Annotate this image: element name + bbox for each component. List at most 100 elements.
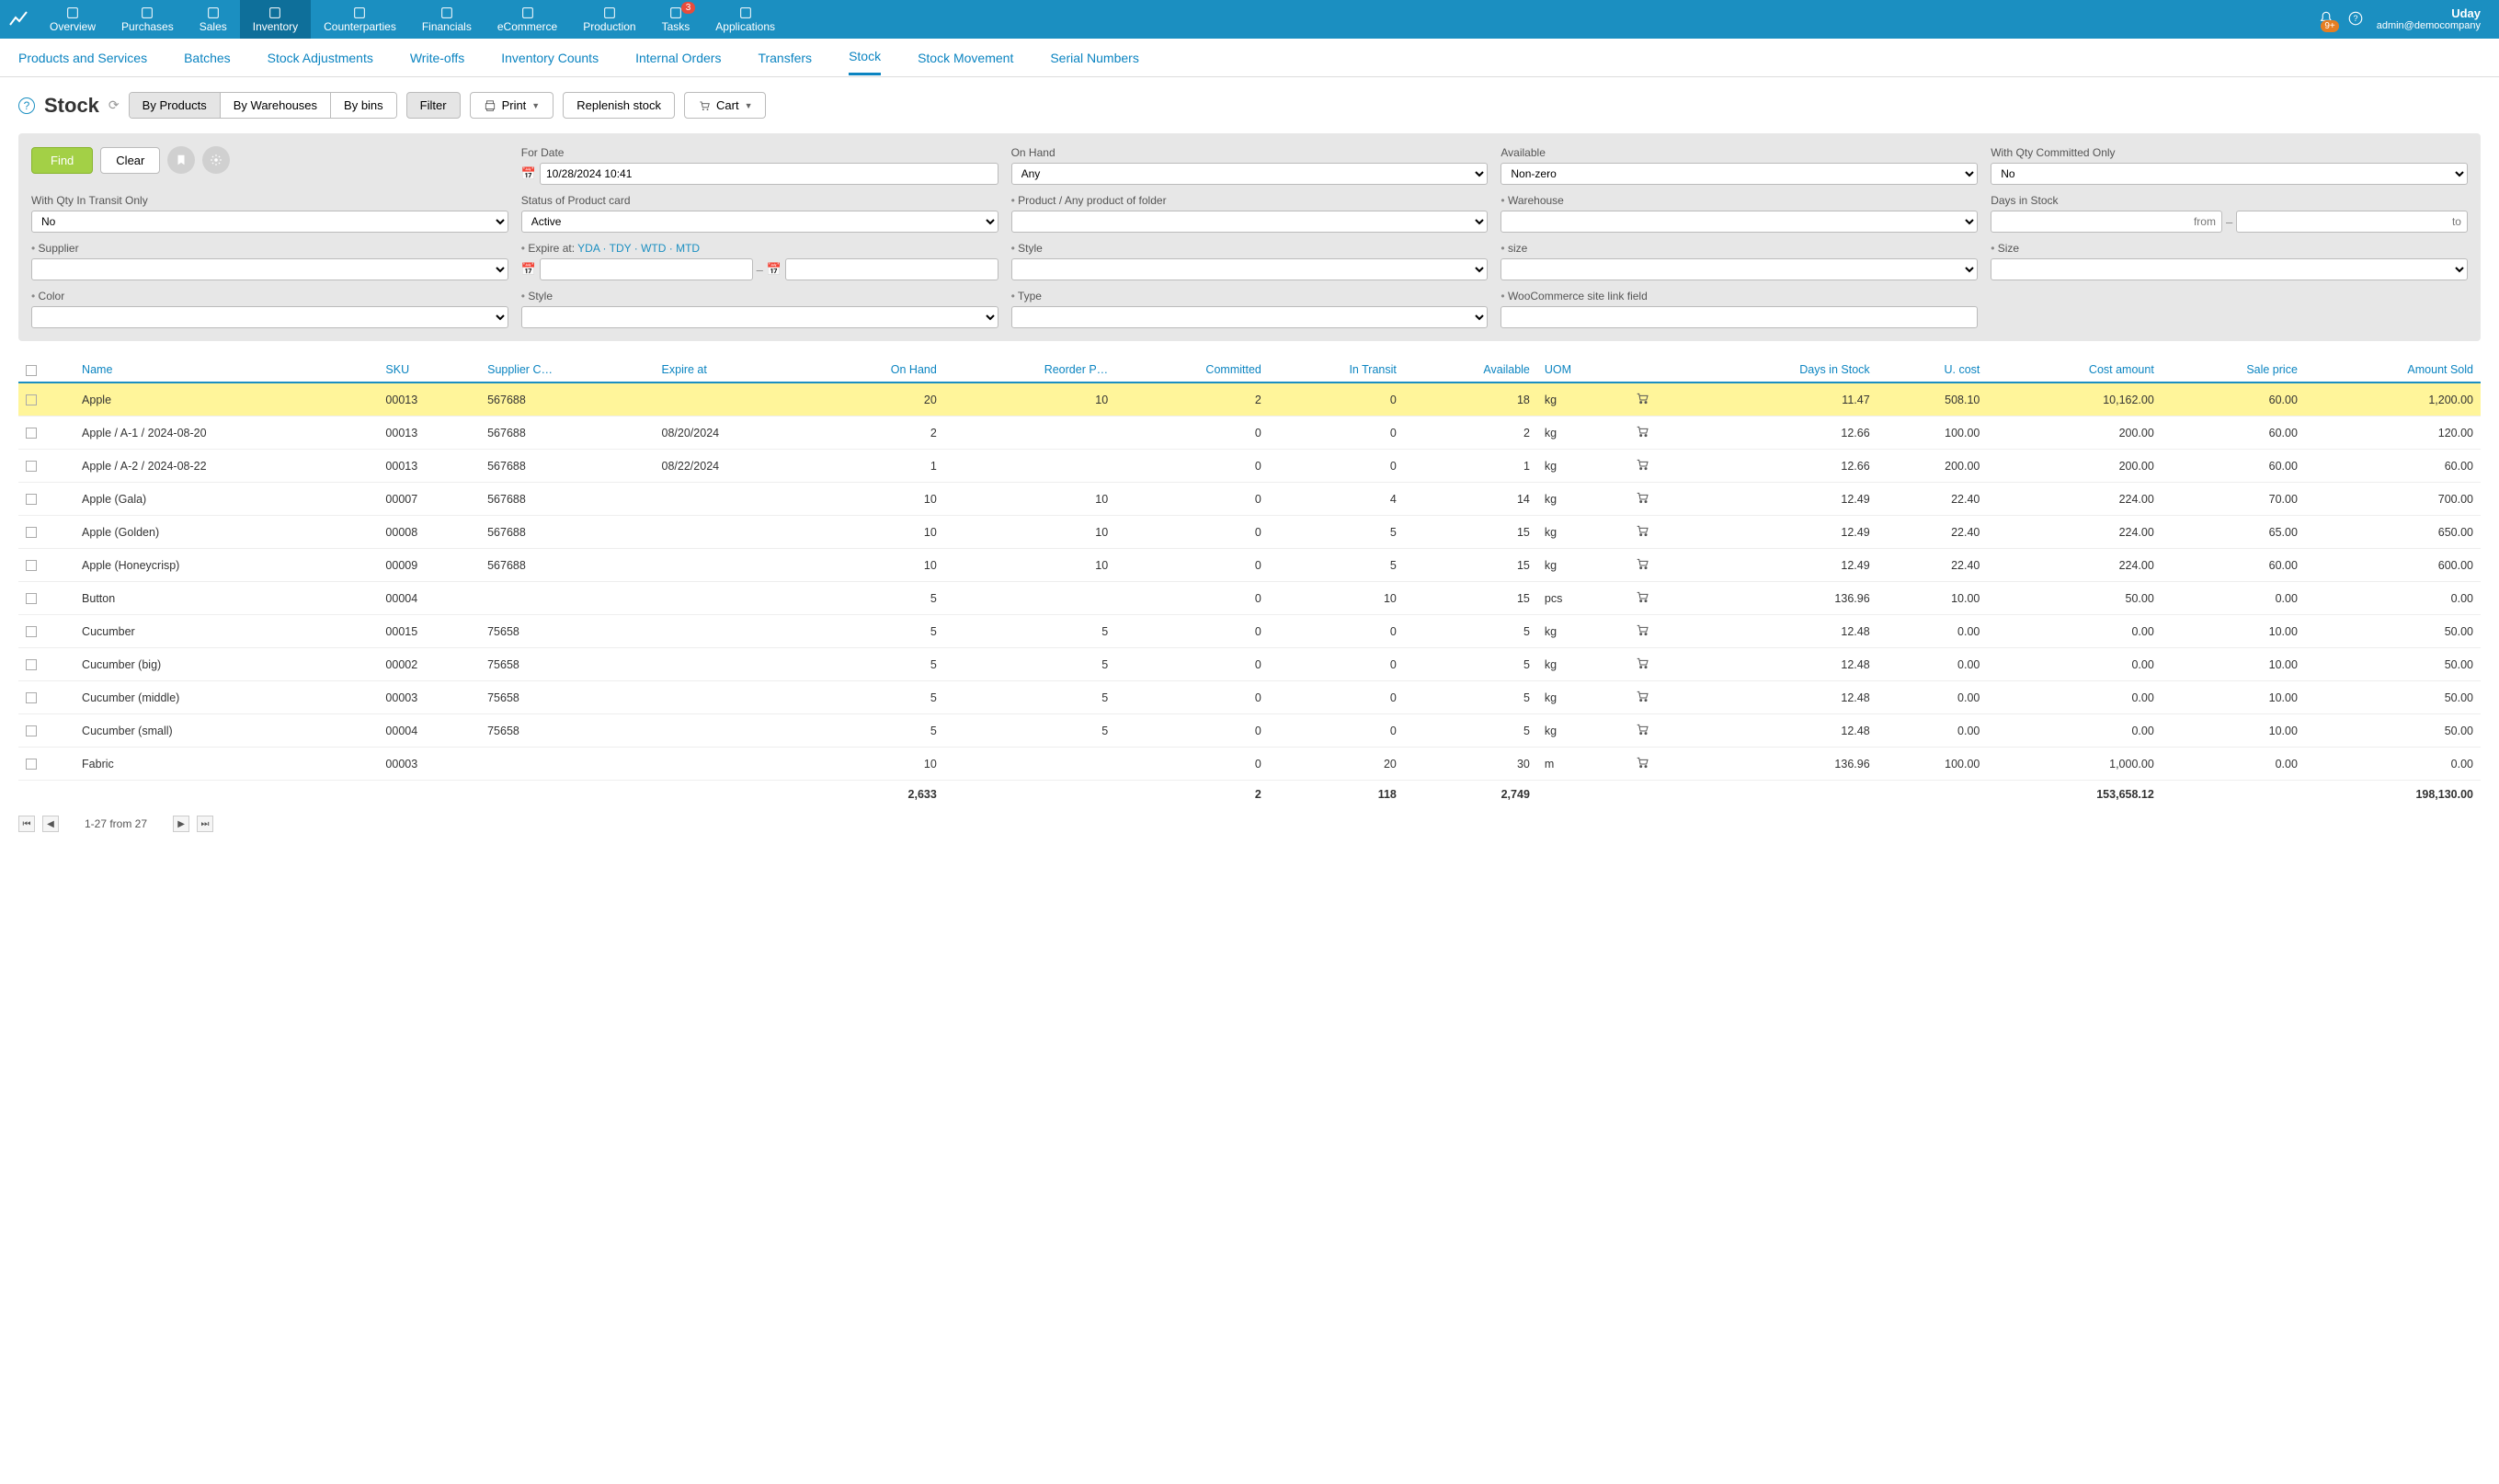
user-menu[interactable]: Uday admin@democompany [2377, 6, 2481, 33]
nav-inventory[interactable]: Inventory [240, 0, 311, 39]
col-expire[interactable]: Expire at [655, 358, 812, 382]
qty-transit-select[interactable]: No [31, 211, 508, 233]
days-to-input[interactable] [2236, 211, 2468, 233]
qty-committed-select[interactable]: No [1991, 163, 2468, 185]
status-select[interactable]: Active [521, 211, 998, 233]
col-amtsold[interactable]: Amount Sold [2305, 358, 2481, 382]
row-cart-icon[interactable] [1635, 495, 1649, 508]
nav-production[interactable]: Production [570, 0, 648, 39]
subnav-stock-adjustments[interactable]: Stock Adjustments [268, 41, 373, 74]
row-cart-icon[interactable] [1635, 462, 1649, 474]
print-button[interactable]: Print▼ [470, 92, 554, 119]
col-name[interactable]: Name [74, 358, 378, 382]
row-checkbox[interactable] [26, 394, 37, 405]
col-committed[interactable]: Committed [1115, 358, 1269, 382]
calendar-icon[interactable]: 📅 [521, 262, 536, 277]
row-checkbox[interactable] [26, 494, 37, 505]
replenish-button[interactable]: Replenish stock [563, 92, 675, 119]
row-cart-icon[interactable] [1635, 693, 1649, 706]
cart-button[interactable]: Cart▼ [684, 92, 766, 119]
notifications-bell[interactable]: 9+ [2318, 10, 2334, 29]
pager-next[interactable]: ▶ [173, 816, 189, 832]
subnav-stock[interactable]: Stock [849, 40, 881, 75]
row-checkbox[interactable] [26, 527, 37, 538]
row-checkbox[interactable] [26, 692, 37, 703]
nav-financials[interactable]: Financials [409, 0, 485, 39]
size-select[interactable] [1991, 258, 2468, 280]
row-checkbox[interactable] [26, 428, 37, 439]
row-cart-icon[interactable] [1635, 561, 1649, 574]
table-row[interactable]: Cucumber (big)000027565855005kg12.480.00… [18, 648, 2481, 681]
expire-link-yda[interactable]: YDA [577, 242, 599, 255]
subnav-batches[interactable]: Batches [184, 41, 231, 74]
col-onhand[interactable]: On Hand [812, 358, 944, 382]
expire-from-input[interactable] [540, 258, 753, 280]
for-date-input[interactable] [540, 163, 998, 185]
col-sku[interactable]: SKU [378, 358, 480, 382]
row-checkbox[interactable] [26, 560, 37, 571]
col-sale[interactable]: Sale price [2162, 358, 2305, 382]
nav-applications[interactable]: Applications [702, 0, 788, 39]
woo-input[interactable] [1501, 306, 1978, 328]
on-hand-select[interactable]: Any [1011, 163, 1489, 185]
row-checkbox[interactable] [26, 725, 37, 736]
col-intransit[interactable]: In Transit [1269, 358, 1404, 382]
table-row[interactable]: Button00004501015pcs136.9610.0050.000.00… [18, 582, 2481, 615]
days-from-input[interactable] [1991, 211, 2222, 233]
row-checkbox[interactable] [26, 659, 37, 670]
col-days[interactable]: Days in Stock [1692, 358, 1877, 382]
view-by-warehouses[interactable]: By Warehouses [221, 93, 331, 118]
filter-button[interactable]: Filter [406, 92, 461, 119]
row-cart-icon[interactable] [1635, 660, 1649, 673]
table-row[interactable]: Apple / A-2 / 2024-08-220001356768808/22… [18, 450, 2481, 483]
row-checkbox[interactable] [26, 626, 37, 637]
nav-overview[interactable]: Overview [37, 0, 108, 39]
nav-tasks[interactable]: Tasks3 [649, 0, 703, 39]
nav-purchases[interactable]: Purchases [108, 0, 187, 39]
settings-button[interactable] [202, 146, 230, 174]
subnav-transfers[interactable]: Transfers [758, 41, 812, 74]
subnav-stock-movement[interactable]: Stock Movement [918, 41, 1013, 74]
type-select[interactable] [1011, 306, 1489, 328]
select-all-checkbox[interactable] [26, 365, 37, 376]
row-cart-icon[interactable] [1635, 528, 1649, 541]
warehouse-select[interactable] [1501, 211, 1978, 233]
table-row[interactable]: Apple (Honeycrisp)0000956768810100515kg1… [18, 549, 2481, 582]
nav-sales[interactable]: Sales [187, 0, 240, 39]
table-row[interactable]: Cucumber000157565855005kg12.480.000.0010… [18, 615, 2481, 648]
table-row[interactable]: Fabric000031002030m136.96100.001,000.000… [18, 748, 2481, 781]
expire-link-tdy[interactable]: TDY [610, 242, 632, 255]
row-cart-icon[interactable] [1635, 395, 1649, 408]
view-by-bins[interactable]: By bins [331, 93, 396, 118]
subnav-products-and-services[interactable]: Products and Services [18, 41, 147, 74]
product-select[interactable] [1011, 211, 1489, 233]
supplier-select[interactable] [31, 258, 508, 280]
col-cart[interactable] [1627, 358, 1692, 382]
col-uom[interactable]: UOM [1537, 358, 1627, 382]
col-reorder[interactable]: Reorder P… [944, 358, 1115, 382]
app-logo[interactable] [0, 0, 37, 39]
table-row[interactable]: Apple0001356768820102018kg11.47508.1010,… [18, 382, 2481, 417]
expire-link-wtd[interactable]: WTD [641, 242, 666, 255]
row-cart-icon[interactable] [1635, 627, 1649, 640]
nav-counterparties[interactable]: Counterparties [311, 0, 409, 39]
subnav-write-offs[interactable]: Write-offs [410, 41, 464, 74]
expire-to-input[interactable] [785, 258, 998, 280]
color-select[interactable] [31, 306, 508, 328]
refresh-icon[interactable]: ⟳ [108, 97, 120, 113]
style-select[interactable] [1011, 258, 1489, 280]
subnav-internal-orders[interactable]: Internal Orders [635, 41, 721, 74]
calendar-icon[interactable]: 📅 [767, 262, 782, 277]
table-row[interactable]: Apple (Gala)0000756768810100414kg12.4922… [18, 483, 2481, 516]
expire-link-mtd[interactable]: MTD [676, 242, 700, 255]
table-row[interactable]: Apple (Golden)0000856768810100515kg12.49… [18, 516, 2481, 549]
pager-prev[interactable]: ◀ [42, 816, 59, 832]
bookmark-button[interactable] [167, 146, 195, 174]
table-row[interactable]: Cucumber (middle)000037565855005kg12.480… [18, 681, 2481, 714]
table-row[interactable]: Cucumber (small)000047565855005kg12.480.… [18, 714, 2481, 748]
row-checkbox[interactable] [26, 759, 37, 770]
calendar-icon[interactable]: 📅 [521, 166, 536, 181]
row-cart-icon[interactable] [1635, 759, 1649, 772]
col-available[interactable]: Available [1404, 358, 1537, 382]
table-row[interactable]: Apple / A-1 / 2024-08-200001356768808/20… [18, 417, 2481, 450]
